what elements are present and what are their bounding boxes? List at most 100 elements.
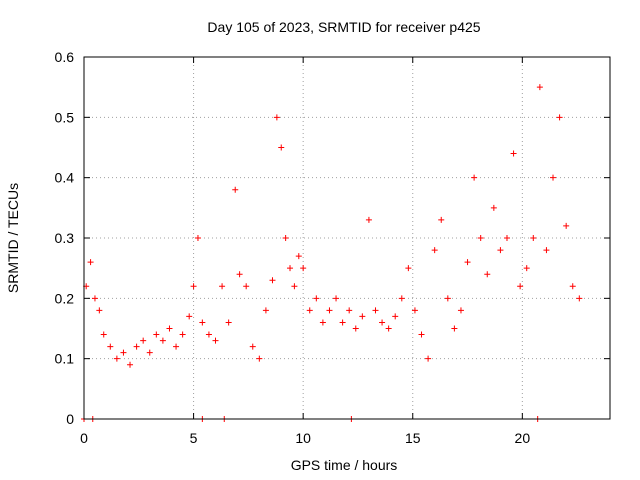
x-axis-label: GPS time / hours — [291, 457, 398, 473]
data-point — [490, 204, 497, 211]
data-point — [306, 307, 313, 314]
data-point — [563, 222, 570, 229]
data-point — [385, 325, 392, 332]
data-point — [523, 265, 530, 272]
x-tick-labels: 0 5 10 15 20 — [80, 430, 530, 446]
data-point — [444, 295, 451, 302]
data-point — [319, 319, 326, 326]
data-point — [339, 319, 346, 326]
data-point — [425, 355, 432, 362]
data-point — [133, 343, 140, 350]
data-point — [278, 144, 285, 151]
data-point — [146, 349, 153, 356]
data-point — [243, 283, 250, 290]
x-tick-label: 15 — [405, 430, 421, 446]
data-point — [359, 313, 366, 320]
data-point — [87, 259, 94, 266]
x-tick-label: 20 — [515, 430, 531, 446]
data-point — [451, 325, 458, 332]
y-tick-label: 0.2 — [55, 290, 75, 306]
data-point — [179, 331, 186, 338]
data-point — [291, 283, 298, 290]
data-point — [398, 295, 405, 302]
data-point — [576, 295, 583, 302]
axis-ticks — [83, 56, 610, 420]
data-point — [91, 295, 98, 302]
data-point — [295, 253, 302, 260]
chart-title: Day 105 of 2023, SRMTID for receiver p42… — [207, 19, 480, 35]
data-point — [418, 331, 425, 338]
data-point — [431, 247, 438, 254]
data-point — [140, 337, 147, 344]
data-point — [273, 114, 280, 121]
data-point — [457, 307, 464, 314]
data-point — [173, 343, 180, 350]
data-point — [503, 235, 510, 241]
data-point — [120, 349, 127, 356]
data-point — [352, 325, 359, 332]
data-point — [484, 271, 491, 278]
data-point — [313, 295, 320, 302]
data-point — [530, 235, 537, 241]
data-point — [232, 186, 239, 193]
data-point — [166, 325, 173, 332]
data-point — [365, 216, 372, 223]
data-point — [212, 337, 219, 344]
data-point — [205, 331, 212, 338]
data-point — [550, 174, 557, 181]
y-axis-label: SRMTID / TECUs — [5, 183, 21, 293]
y-tick-label: 0.4 — [55, 170, 75, 186]
data-point — [219, 283, 226, 290]
data-point — [100, 331, 107, 338]
data-point — [510, 150, 517, 157]
data-point — [269, 277, 276, 284]
grid — [84, 57, 610, 419]
data-point — [96, 307, 103, 314]
data-point — [262, 307, 269, 314]
data-point — [127, 361, 134, 368]
y-tick-label: 0.6 — [55, 49, 75, 65]
data-point — [186, 313, 193, 320]
data-point — [249, 343, 256, 350]
data-point — [569, 283, 576, 290]
data-point — [405, 265, 412, 272]
data-point — [300, 265, 307, 272]
data-point — [556, 114, 563, 121]
data-point — [379, 319, 386, 326]
data-point — [464, 259, 471, 266]
data-point — [543, 247, 550, 254]
data-point — [256, 355, 263, 362]
data-point — [517, 283, 524, 290]
y-tick-label: 0.5 — [55, 109, 75, 125]
y-tick-label: 0.3 — [55, 230, 75, 246]
data-point — [159, 337, 166, 344]
data-point — [477, 235, 484, 241]
y-tick-label: 0 — [66, 411, 74, 427]
x-tick-label: 0 — [80, 430, 88, 446]
data-point — [107, 343, 114, 350]
data-point — [199, 319, 206, 326]
data-point — [333, 295, 340, 302]
data-point — [497, 247, 504, 254]
data-point — [225, 319, 232, 326]
data-point — [190, 283, 197, 290]
x-tick-label: 10 — [295, 430, 311, 446]
data-point — [536, 84, 543, 91]
data-point — [282, 235, 289, 241]
data-point — [287, 265, 294, 272]
y-tick-labels: 0 0.1 0.2 0.3 0.4 0.5 0.6 — [55, 49, 75, 427]
data-points — [81, 84, 583, 422]
data-point — [372, 307, 379, 314]
x-tick-label: 5 — [190, 430, 198, 446]
data-point — [113, 355, 120, 362]
data-point — [194, 235, 201, 241]
data-point — [471, 174, 478, 181]
data-point — [392, 313, 399, 320]
data-point — [326, 307, 333, 314]
data-point — [346, 307, 353, 314]
y-tick-label: 0.1 — [55, 351, 75, 367]
data-point — [438, 216, 445, 223]
data-point — [236, 271, 243, 278]
data-point — [411, 307, 418, 314]
